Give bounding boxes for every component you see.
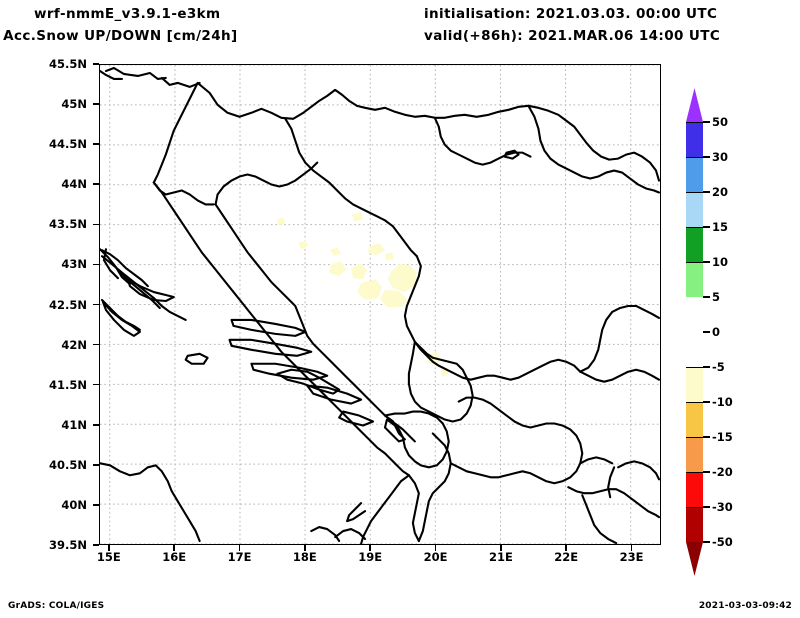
colorbar-tick-mark	[703, 261, 710, 263]
colorbar-tick-mark	[703, 471, 710, 473]
colorbar-band-0-to-5	[686, 297, 703, 332]
colorbar-tick-label: 0	[712, 325, 721, 339]
colorbar-band--10-to--5	[686, 367, 703, 402]
y-axis-tick	[93, 464, 99, 466]
colorbar-band--15-to--10	[686, 402, 703, 437]
colorbar-band-below--50	[686, 542, 703, 576]
model-title: wrf-nmmE_v3.9.1-e3km	[34, 6, 221, 22]
colorbar-tick-label: -50	[712, 535, 733, 549]
y-axis-tick	[93, 504, 99, 506]
x-axis-label: 19E	[358, 550, 383, 564]
colorbar-band-above-50	[686, 88, 703, 122]
colorbar-tick-mark	[703, 331, 710, 333]
y-axis-label: 43N	[61, 257, 87, 272]
colorbar-band-5-to-10	[686, 262, 703, 297]
colorbar-tick-mark	[703, 436, 710, 438]
initialisation-time: initialisation: 2021.03.03. 00:00 UTC	[424, 6, 718, 22]
grads-credit: GrADS: COLA/IGES	[8, 601, 105, 611]
x-axis-tick	[565, 545, 568, 551]
y-axis-tick	[93, 423, 99, 426]
colorbar-tick-label: -15	[712, 430, 733, 444]
colorbar-tick-label: 5	[712, 290, 721, 304]
y-axis-tick	[93, 103, 99, 105]
colorbar-band-15-to-20	[686, 192, 703, 227]
y-axis-label: 44N	[61, 177, 87, 192]
colorbar-tick-label: -5	[712, 360, 725, 374]
y-axis-label: 45.5N	[49, 57, 87, 71]
x-axis-tick	[630, 545, 633, 551]
y-axis-label: 42N	[61, 337, 87, 352]
y-axis-tick	[93, 223, 99, 226]
colorbar-tick-mark	[703, 366, 710, 368]
x-axis-tick	[238, 545, 241, 551]
y-axis-tick	[93, 544, 99, 546]
y-axis-label: 45N	[61, 97, 87, 112]
colorbar-tick-mark	[703, 506, 710, 508]
x-axis-label: 20E	[423, 550, 448, 564]
colorbar-tick-label: 30	[712, 150, 729, 164]
y-axis-label: 40.5N	[49, 457, 87, 472]
x-axis-label: 16E	[162, 550, 187, 564]
x-axis-label: 23E	[619, 550, 644, 564]
colorbar-tick-mark	[703, 401, 710, 403]
y-axis-tick	[93, 303, 99, 306]
x-axis-label: 21E	[488, 550, 513, 564]
colorbar-tick-mark	[703, 541, 710, 543]
x-axis-tick	[108, 545, 110, 551]
snow-shading-patches	[276, 212, 449, 377]
y-axis-tick	[93, 383, 99, 386]
x-axis-label: 22E	[554, 550, 579, 564]
colorbar-band-20-to-30	[686, 157, 703, 192]
map-canvas	[100, 65, 660, 544]
colorbar-band--20-to--15	[686, 437, 703, 472]
map-panel[interactable]	[99, 64, 661, 545]
colorbar-tick-label: 10	[712, 255, 729, 269]
colorbar-tick-label: -10	[712, 395, 733, 409]
render-timestamp: 2021-03-03-09:42	[698, 601, 792, 611]
x-axis-tick	[369, 545, 371, 551]
colorbar-band-10-to-15	[686, 227, 703, 262]
colorbar-tick-label: 50	[712, 115, 729, 129]
y-axis-tick	[93, 63, 99, 65]
colorbar-lower	[686, 88, 703, 576]
y-axis-label: 42.5N	[49, 297, 87, 312]
x-axis-label: 15E	[96, 550, 121, 564]
valid-time: valid(+86h): 2021.MAR.06 14:00 UTC	[424, 28, 721, 44]
y-axis-tick	[93, 143, 99, 145]
x-axis-tick	[173, 545, 175, 551]
colorbar-tick-mark	[703, 121, 710, 123]
map-gridlines	[100, 65, 660, 544]
colorbar-tick-label: -20	[712, 465, 733, 479]
x-axis-label: 18E	[292, 550, 317, 564]
y-axis-label: 41.5N	[49, 377, 87, 392]
y-axis-tick	[93, 343, 99, 346]
y-axis-label: 40N	[61, 497, 87, 512]
colorbar-band--30-to--20	[686, 472, 703, 507]
colorbar-tick-mark	[703, 191, 710, 193]
colorbar-band--50-to--30	[686, 507, 703, 542]
field-title: n Acc.Snow UP/DOWN [cm/24h]	[0, 28, 238, 44]
x-axis-label: 17E	[227, 550, 252, 564]
y-axis-tick	[93, 183, 99, 186]
y-axis-tick	[93, 263, 99, 266]
colorbar-tick-mark	[703, 296, 710, 298]
map-coastlines-borders	[100, 66, 660, 544]
colorbar-tick-label: 15	[712, 220, 729, 234]
x-axis-tick	[500, 545, 502, 551]
y-axis-label: 44.5N	[49, 137, 87, 152]
colorbar-band-30-to-50	[686, 122, 703, 157]
colorbar-tick-label: -30	[712, 500, 733, 514]
x-axis-tick	[304, 545, 306, 551]
y-axis-label: 43.5N	[49, 217, 87, 232]
y-axis-label: 39.5N	[49, 538, 87, 552]
colorbar-tick-mark	[703, 156, 710, 158]
y-axis-label: 41N	[61, 417, 87, 432]
colorbar-band--5-to-0	[686, 332, 703, 367]
colorbar-tick-label: 20	[712, 185, 729, 199]
colorbar-tick-mark	[703, 226, 710, 228]
x-axis-tick	[434, 545, 437, 551]
